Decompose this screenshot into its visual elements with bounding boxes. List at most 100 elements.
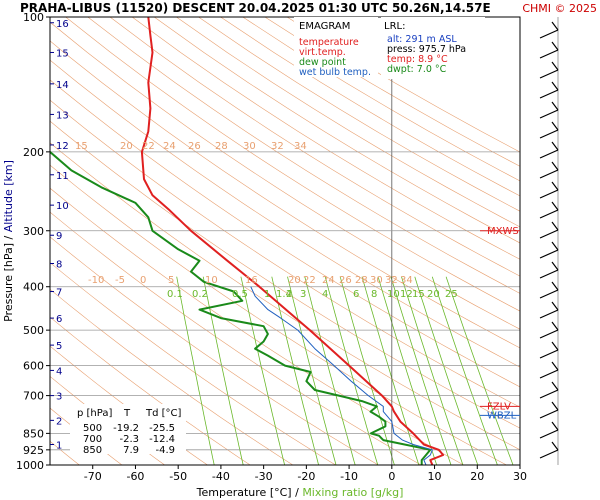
mixing-ratio-line [339, 276, 395, 465]
wind-barb [539, 209, 559, 219]
wind-barb [539, 69, 559, 79]
series-line-wet-bulb-temp- [250, 286, 433, 465]
line-labels: 15 20 22 24 26 28 30 32 34-10 -5 0 5 10 16 20 22 24 26 28 3… [75, 141, 520, 421]
wind-barb [539, 29, 559, 39]
temperature-tick-label: 20 [470, 470, 484, 483]
theta-label: 22 [142, 141, 155, 152]
altitude-tick-label: 11 [56, 171, 69, 182]
theta-label: 15 [75, 141, 88, 152]
series-line-dew-point [50, 151, 432, 465]
table-cell: -19.2 [113, 423, 139, 434]
altitude-tick-label: 1 [56, 441, 62, 452]
mixing-ratio-line [431, 276, 498, 465]
temperature-tick-label: 10 [428, 470, 442, 483]
dry-adiabat [50, 120, 520, 429]
wind-barb [539, 369, 559, 379]
theta-label: 10 [205, 275, 218, 286]
theta-label: 26 [188, 141, 201, 152]
dry-adiabat [50, 40, 520, 349]
dry-adiabat [50, 59, 520, 368]
table-row: 700 -2.3 -12.4 [83, 434, 175, 445]
wind-barb [539, 149, 559, 159]
mixing-ratio-label: 8 [371, 289, 377, 300]
dry-adiabat [87, 17, 520, 294]
temperature-tick-label: -60 [126, 470, 144, 483]
dry-adiabat [50, 21, 520, 330]
level-label-wbzl: WBZL [487, 410, 517, 421]
mixing-ratio-label: 25 [445, 289, 458, 300]
temperature-tick-label: -10 [340, 470, 358, 483]
y-axis-label: Pressure [hPa] / Altitude [km] [2, 160, 15, 322]
pressure-grid [50, 151, 520, 451]
theta-label: 0 [140, 275, 146, 286]
mixing-ratio-label: 0.1 [167, 289, 183, 300]
plot-area [50, 17, 520, 465]
table-cell: -12.4 [149, 434, 175, 445]
dry-adiabat [154, 17, 520, 244]
altitude-tick-label: 9 [56, 231, 62, 242]
lrl-alt: alt: 291 m ASL [387, 34, 457, 45]
mixing-ratio-line [176, 276, 215, 465]
table-header-p: p [hPa] [77, 408, 112, 419]
wind-barb [539, 109, 559, 119]
temperature-tick-label: -30 [255, 470, 273, 483]
lrl-title: LRL: [384, 21, 405, 32]
mixing-ratio-line [202, 276, 244, 465]
altitude-tick-label: 3 [56, 392, 62, 403]
theta-label: 30 [243, 141, 256, 152]
wind-barb [539, 429, 559, 439]
lrl-press: press: 975.7 hPa [387, 44, 466, 55]
theta-label: 28 [215, 141, 228, 152]
mixing-ratio-label: 12 [400, 289, 413, 300]
pressure-tick-label: 400 [23, 281, 44, 294]
altitude-tick-label: 5 [56, 341, 62, 352]
dry-adiabat [198, 17, 520, 212]
level-label-mxws: MXWS [487, 226, 519, 237]
table-row: 850 7.9 -4.9 [83, 445, 175, 456]
wind-barb [539, 409, 559, 419]
altitude-tick-label: 12 [56, 141, 69, 152]
theta-label: 28 [355, 275, 368, 286]
altitude-tick-label: 13 [56, 110, 69, 121]
altitude-tick-label: 7 [56, 288, 62, 299]
pressure-tick-label: 1000 [16, 459, 44, 472]
mixing-ratio-label: 0.5 [232, 289, 248, 300]
mixing-ratio-line [287, 276, 337, 465]
pressure-ticks: 100 200 300 400 500 600 700 850 925 1000 [16, 11, 50, 472]
pressure-tick-label: 850 [23, 427, 44, 440]
dry-adiabat [176, 17, 520, 228]
table-cell: -2.3 [119, 434, 139, 445]
pressure-tick-label: 600 [23, 360, 44, 373]
series-line-temperature [140, 17, 445, 465]
table-header-t: T [123, 408, 131, 419]
dry-adiabat [50, 79, 520, 388]
altitude-tick-label: 15 [56, 48, 69, 59]
legend-title: EMAGRAM [299, 21, 350, 32]
mixing-ratio-label: 2 [286, 289, 292, 300]
mixing-ratio-label: 15 [412, 289, 425, 300]
theta-label: 30 [370, 275, 383, 286]
theta-label: 20 [120, 141, 133, 152]
mixing-ratio-line [401, 276, 464, 465]
mixing-ratio-label: 6 [353, 289, 359, 300]
mixing-ratio-label: 1 [264, 289, 270, 300]
legend-item-wet-bulb: wet bulb temp. [299, 67, 371, 78]
mixing-ratio-label: 4 [322, 289, 328, 300]
theta-label: -5 [115, 275, 125, 286]
pressure-tick-label: 200 [23, 146, 44, 159]
chart-title: PRAHA-LIBUS (11520) DESCENT 20.04.2025 0… [20, 1, 491, 15]
pressure-tick-label: 300 [23, 225, 44, 238]
pressure-tick-label: 100 [23, 11, 44, 24]
level-label-fzlv: FZLV [487, 401, 511, 412]
wind-barb [539, 289, 559, 299]
values-table: p [hPa] T Td [°C] 500 -19.2 -25.5 700 -2… [70, 404, 186, 456]
mixing-ratio-line [445, 276, 514, 465]
altitude-tick-label: 2 [56, 416, 62, 427]
wind-barb [539, 89, 559, 99]
legend-box: EMAGRAM temperature virt.temp. dew point… [294, 17, 378, 78]
theta-label: 34 [294, 141, 307, 152]
pressure-tick-label: 500 [23, 324, 44, 337]
table-cell: 7.9 [123, 445, 139, 456]
chart-credit: CHMI © 2025 [522, 2, 597, 15]
